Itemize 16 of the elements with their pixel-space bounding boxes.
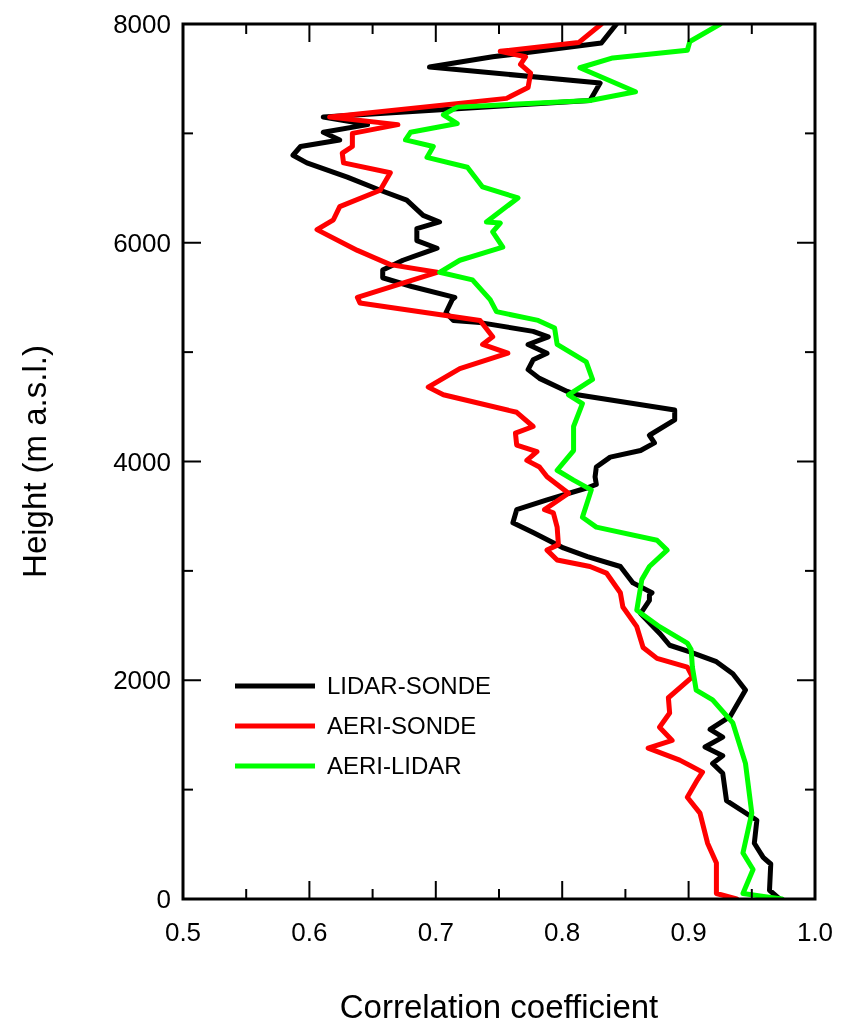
legend-label: AERI-LIDAR (327, 752, 462, 780)
y-tick-label: 4000 (113, 446, 171, 477)
x-tick-label: 0.9 (670, 917, 707, 947)
y-tick-label: 2000 (113, 665, 171, 696)
legend-label: AERI-SONDE (327, 712, 477, 740)
x-tick-label: 0.5 (164, 917, 202, 947)
x-tick-label: 0.6 (291, 917, 328, 947)
x-axis-title: Correlation coefficient (339, 988, 659, 1025)
y-tick-label: 8000 (113, 9, 171, 40)
legend-label: LIDAR-SONDE (327, 672, 492, 700)
x-tick-label: 0.7 (417, 917, 454, 947)
y-tick-label: 6000 (113, 227, 171, 258)
x-tick-label: 1.0 (796, 917, 834, 947)
y-axis-title: Height (m a.s.l.) (16, 345, 53, 578)
x-tick-label: 0.8 (544, 917, 581, 947)
y-tick-label: 0 (156, 884, 171, 915)
